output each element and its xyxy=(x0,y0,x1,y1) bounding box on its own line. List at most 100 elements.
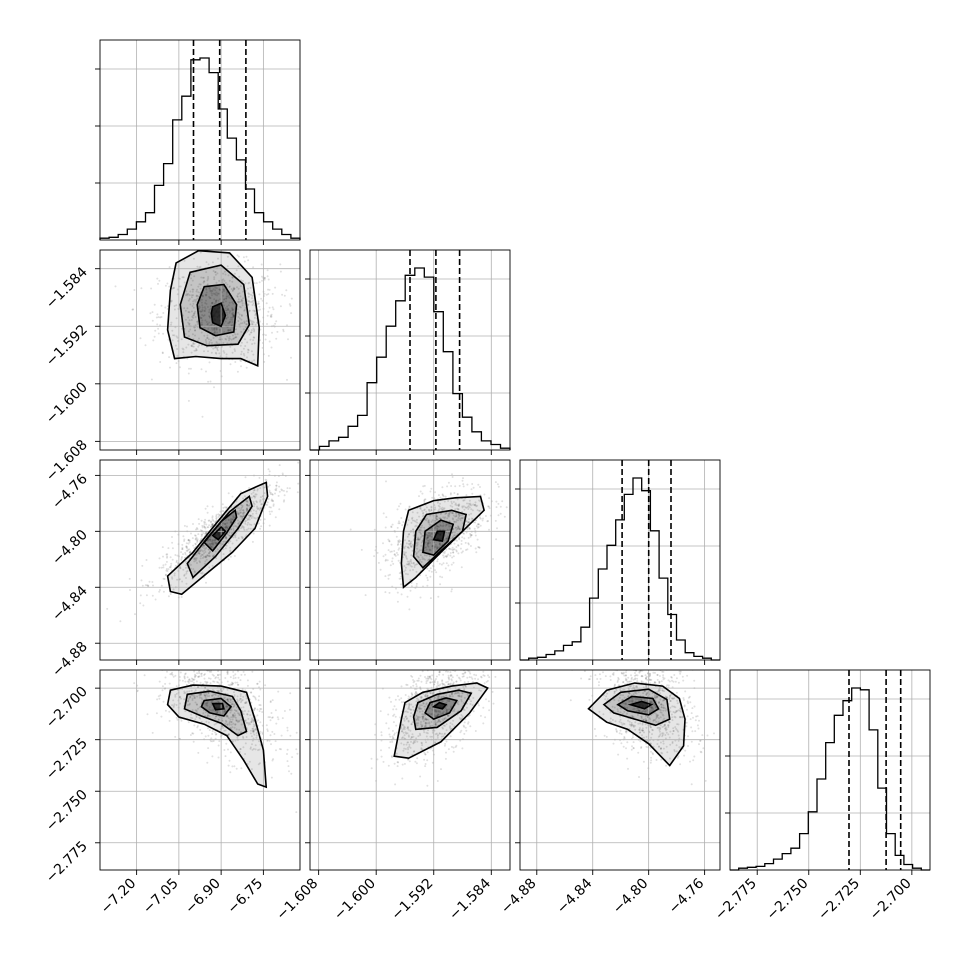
sample-point xyxy=(406,560,409,563)
sample-point xyxy=(453,520,456,523)
sample-point xyxy=(682,698,685,701)
sample-point xyxy=(213,308,216,310)
sample-point xyxy=(616,679,619,682)
sample-point xyxy=(265,724,268,727)
sample-point xyxy=(209,535,212,538)
sample-point xyxy=(639,670,642,673)
sample-point xyxy=(602,671,604,674)
sample-point xyxy=(389,741,392,743)
sample-point xyxy=(455,529,458,531)
sample-point xyxy=(201,415,204,418)
sample-point xyxy=(448,708,451,711)
sample-point xyxy=(431,538,434,541)
sample-point xyxy=(673,715,676,718)
sample-point xyxy=(453,548,456,551)
sample-point xyxy=(205,664,207,666)
sample-point xyxy=(471,483,474,485)
sample-point xyxy=(199,540,201,542)
sample-point xyxy=(211,545,214,548)
sample-point xyxy=(246,503,248,506)
sample-point xyxy=(436,537,439,540)
sample-point xyxy=(193,670,196,673)
sample-point xyxy=(210,546,213,549)
sample-point xyxy=(439,533,442,536)
sample-point xyxy=(193,312,196,315)
sample-point xyxy=(176,554,179,557)
sample-point xyxy=(213,327,216,330)
sample-point xyxy=(260,525,263,528)
sample-point xyxy=(216,689,219,692)
sample-point xyxy=(412,561,415,564)
sample-point xyxy=(250,701,253,704)
sample-point xyxy=(221,719,224,722)
sample-point xyxy=(469,535,472,538)
sample-point xyxy=(463,508,466,511)
sample-point xyxy=(268,510,271,513)
sample-point xyxy=(442,735,445,738)
sample-point xyxy=(189,328,192,331)
sample-point xyxy=(669,706,672,709)
sample-point xyxy=(216,548,219,551)
sample-point xyxy=(182,535,185,538)
sample-point xyxy=(644,715,647,717)
sample-point xyxy=(233,694,236,697)
sample-point xyxy=(635,685,638,688)
sample-point xyxy=(211,564,214,567)
sample-point xyxy=(230,520,233,523)
sample-point xyxy=(268,288,271,291)
sample-point xyxy=(457,526,460,528)
sample-point xyxy=(175,716,178,719)
sample-point xyxy=(189,303,192,306)
sample-point xyxy=(417,735,420,738)
sample-point xyxy=(203,547,205,549)
sample-point xyxy=(231,713,234,716)
sample-point xyxy=(225,338,228,341)
sample-point xyxy=(215,722,218,725)
sample-point xyxy=(440,524,442,527)
sample-point xyxy=(497,636,499,638)
sample-point xyxy=(458,677,461,680)
sample-point xyxy=(232,518,235,521)
sample-point xyxy=(457,544,460,547)
sample-point xyxy=(431,496,434,499)
sample-point xyxy=(187,680,190,683)
sample-point xyxy=(419,704,422,707)
sample-point xyxy=(230,716,233,719)
sample-point xyxy=(400,577,403,580)
sample-point xyxy=(229,517,232,520)
sample-point xyxy=(265,302,268,305)
sample-point xyxy=(454,534,457,537)
sample-point xyxy=(151,319,154,322)
sample-point xyxy=(440,768,442,771)
sample-point xyxy=(203,664,205,666)
sample-point xyxy=(400,730,403,733)
sample-point xyxy=(419,696,422,699)
sample-point xyxy=(429,524,432,527)
sample-point xyxy=(621,672,623,675)
sample-point xyxy=(639,722,642,725)
sample-point xyxy=(177,657,179,659)
sample-point xyxy=(229,345,232,348)
sample-point xyxy=(396,526,399,529)
sample-point xyxy=(628,637,630,639)
sample-point xyxy=(442,727,444,730)
sample-point xyxy=(474,650,476,652)
sample-point xyxy=(210,525,212,528)
sample-point xyxy=(191,645,193,647)
sample-point xyxy=(185,564,188,567)
sample-point xyxy=(419,490,422,493)
sample-point xyxy=(408,608,411,611)
sample-point xyxy=(225,317,228,320)
sample-point xyxy=(268,489,271,492)
sample-point xyxy=(250,319,252,322)
sample-point xyxy=(252,709,255,712)
sample-point xyxy=(225,297,228,300)
sample-point xyxy=(664,707,667,710)
sample-point xyxy=(402,749,405,752)
sample-point xyxy=(276,716,279,719)
sample-point xyxy=(459,718,462,721)
sample-point xyxy=(219,306,221,309)
sample-point xyxy=(488,528,490,531)
sample-point xyxy=(145,594,148,597)
sample-point xyxy=(224,307,227,310)
